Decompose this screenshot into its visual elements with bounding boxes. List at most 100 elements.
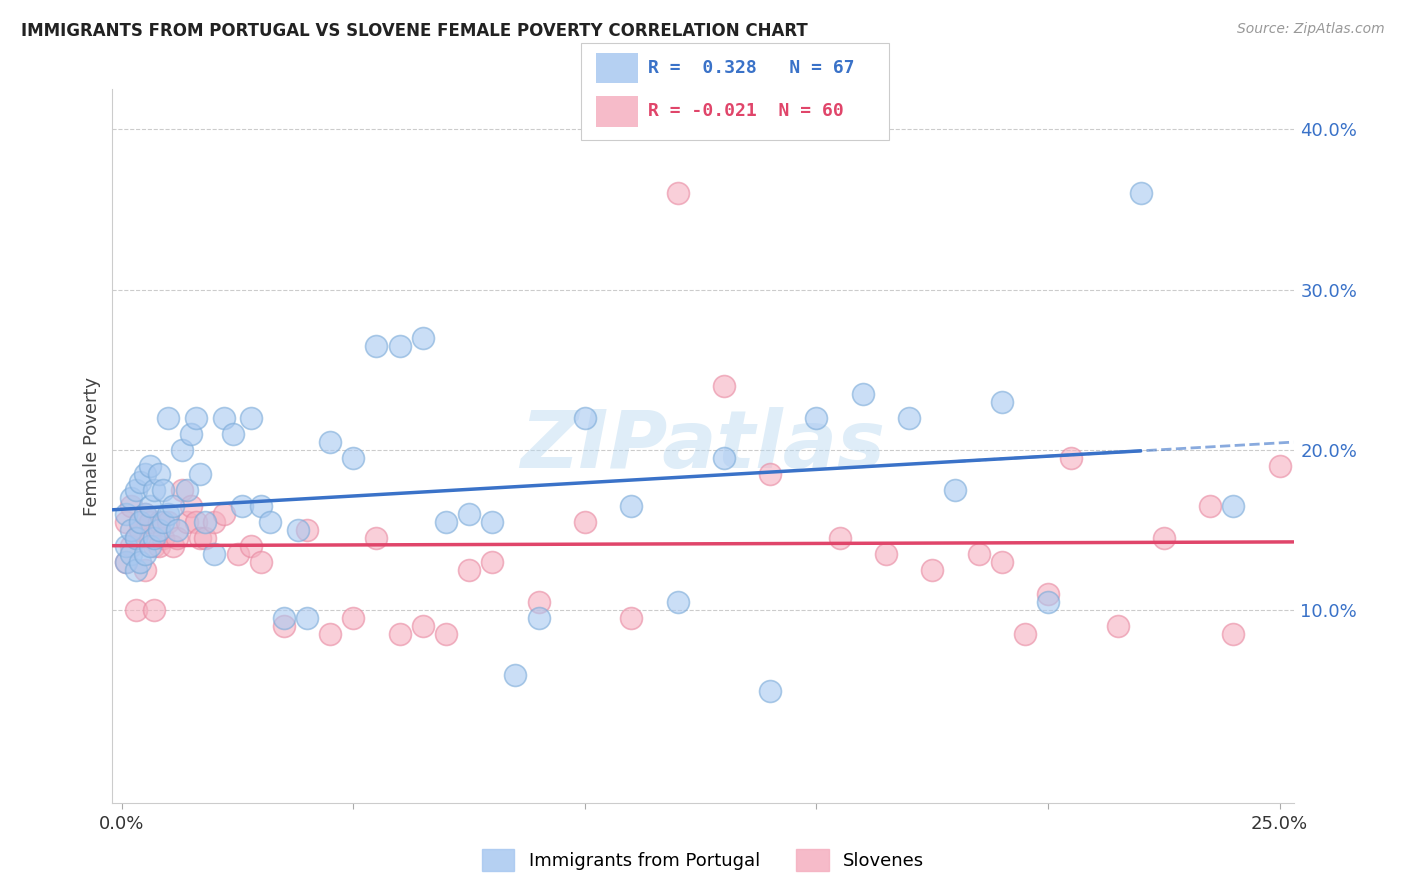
Point [1014, 627, 1036, 641]
Point [287, 523, 309, 537]
Point [759, 467, 782, 481]
Point [162, 499, 184, 513]
Point [148, 539, 170, 553]
Point [527, 595, 550, 609]
Point [226, 547, 249, 561]
Point [240, 411, 263, 425]
Point [412, 331, 434, 345]
Point [759, 683, 782, 698]
Point [148, 467, 170, 481]
Point [157, 411, 180, 425]
Point [1036, 595, 1059, 609]
Point [1199, 499, 1222, 513]
Point [1129, 186, 1152, 201]
Point [1036, 587, 1059, 601]
Point [129, 515, 152, 529]
Point [1107, 619, 1129, 633]
Point [505, 667, 527, 681]
Point [194, 515, 217, 529]
Point [212, 411, 235, 425]
Point [481, 555, 503, 569]
Point [388, 339, 411, 353]
Point [176, 515, 198, 529]
Point [828, 531, 851, 545]
Text: R =  0.328   N = 67: R = 0.328 N = 67 [648, 59, 855, 77]
Point [115, 539, 138, 553]
Point [120, 491, 142, 505]
Point [148, 515, 170, 529]
Point [295, 611, 318, 625]
Point [143, 483, 166, 497]
Legend: Immigrants from Portugal, Slovenes: Immigrants from Portugal, Slovenes [475, 842, 931, 879]
Point [115, 515, 138, 529]
Point [574, 411, 596, 425]
Point [170, 442, 193, 457]
Point [124, 531, 146, 545]
Point [620, 611, 643, 625]
Point [180, 427, 202, 442]
Text: Source: ZipAtlas.com: Source: ZipAtlas.com [1237, 22, 1385, 37]
Point [170, 483, 193, 497]
Point [434, 515, 457, 529]
Point [319, 627, 342, 641]
Point [342, 450, 364, 465]
Point [134, 563, 156, 577]
Point [138, 539, 160, 553]
Point [574, 515, 596, 529]
Point [231, 499, 253, 513]
Point [412, 619, 434, 633]
Point [115, 555, 138, 569]
Point [1222, 627, 1244, 641]
Point [124, 563, 146, 577]
Point [259, 515, 281, 529]
Point [967, 547, 990, 561]
Point [1153, 531, 1175, 545]
Point [138, 531, 160, 545]
Point [666, 186, 689, 201]
Point [157, 507, 180, 521]
Point [273, 619, 295, 633]
Point [458, 507, 481, 521]
Point [852, 387, 875, 401]
Point [184, 411, 207, 425]
Point [295, 523, 318, 537]
Point [666, 595, 689, 609]
Point [921, 563, 943, 577]
Point [481, 515, 503, 529]
Y-axis label: Female Poverty: Female Poverty [83, 376, 101, 516]
Point [945, 483, 967, 497]
Point [184, 515, 207, 529]
Point [129, 515, 152, 529]
Point [143, 603, 166, 617]
Point [249, 555, 271, 569]
Point [366, 339, 388, 353]
Point [129, 523, 152, 537]
Text: R = -0.021  N = 60: R = -0.021 N = 60 [648, 103, 844, 120]
Point [143, 539, 166, 553]
Point [166, 523, 188, 537]
Point [129, 475, 152, 489]
Text: ZIPatlas: ZIPatlas [520, 407, 886, 485]
Point [273, 611, 295, 625]
Point [152, 483, 174, 497]
Point [1222, 499, 1244, 513]
Point [1060, 450, 1083, 465]
Point [143, 531, 166, 545]
Point [124, 483, 146, 497]
Point [898, 411, 921, 425]
Point [990, 555, 1012, 569]
Point [166, 531, 188, 545]
Point [120, 499, 142, 513]
Point [138, 515, 160, 529]
Point [875, 547, 897, 561]
Point [134, 507, 156, 521]
Point [249, 499, 271, 513]
Point [120, 547, 142, 561]
Point [138, 499, 160, 513]
Point [190, 467, 212, 481]
Point [152, 515, 174, 529]
Point [342, 611, 364, 625]
Point [458, 563, 481, 577]
Point [129, 555, 152, 569]
Point [115, 507, 138, 521]
